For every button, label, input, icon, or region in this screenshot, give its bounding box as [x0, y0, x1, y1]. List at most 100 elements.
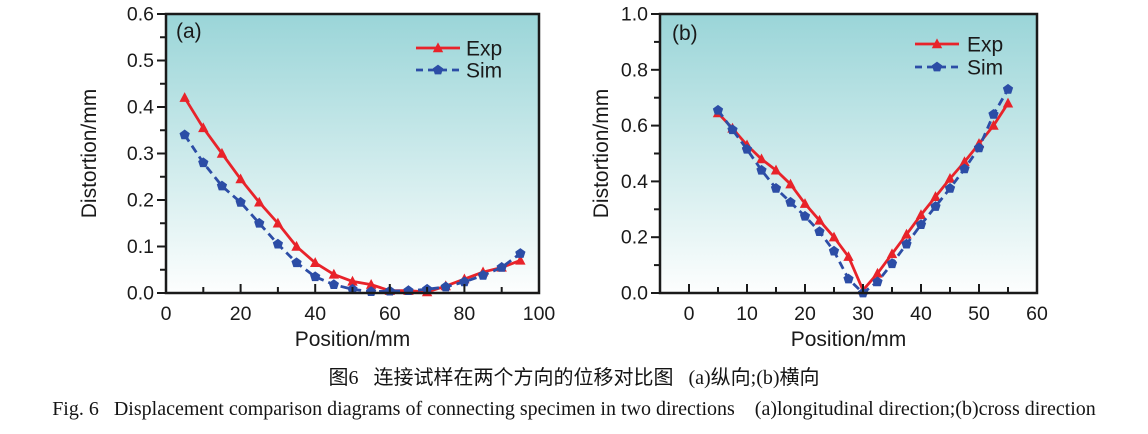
exp-marker [959, 156, 970, 167]
legend-exp-label: Exp [967, 34, 1003, 57]
x-axis-title: Position/mm [791, 328, 907, 351]
sim-marker [959, 163, 970, 174]
sim-marker [886, 258, 898, 269]
sim-marker [515, 248, 526, 258]
caption-english: Fig. 6 Displacement comparison diagrams … [52, 398, 1096, 420]
svg-text:0.3: 0.3 [127, 143, 154, 165]
exp-marker [756, 153, 767, 164]
sim-marker [712, 104, 724, 115]
exp-marker [872, 267, 883, 278]
sim-marker [310, 271, 321, 282]
sim-marker [901, 238, 912, 249]
sim-marker [235, 196, 246, 207]
chart-longitudinal: 0 20 40 60 80 100 0.0 0.1 0.2 0.3 0.4 0.5 0.6 Positio… [78, 4, 555, 352]
legend-exp-label: Exp [466, 38, 502, 61]
sim-marker [198, 157, 209, 168]
exp-marker [272, 217, 284, 228]
exp-marker [515, 254, 526, 265]
exp-marker [930, 191, 941, 201]
svg-text:0: 0 [161, 303, 172, 325]
legend-sim-label: Sim [967, 57, 1003, 80]
y-tick-labels: 0.0 0.2 0.4 0.6 0.8 1.0 [621, 4, 648, 305]
exp-marker [799, 198, 811, 208]
exp-marker [310, 257, 321, 267]
sim-marker [843, 273, 854, 284]
exp-marker [291, 240, 302, 251]
plot-border [658, 12, 1039, 295]
axis-ticks [157, 13, 540, 294]
sim-marker [459, 276, 470, 287]
panel-label: (b) [672, 22, 698, 45]
sim-marker [1002, 83, 1014, 94]
exp-marker [1002, 97, 1014, 108]
sim-marker [814, 226, 825, 236]
sim-marker [496, 262, 507, 272]
svg-text:0.4: 0.4 [621, 171, 648, 193]
x-tick-labels: 0 10 20 30 40 50 60 [684, 303, 1048, 325]
exp-marker [235, 173, 246, 184]
svg-text:60: 60 [1026, 303, 1048, 325]
chart-cross: 0 10 20 30 40 50 60 0.0 0.2 0.4 0.6 0.8 1.0 Position/… [590, 4, 1048, 352]
sim-marker [179, 129, 190, 140]
svg-text:0.2: 0.2 [127, 190, 154, 212]
svg-text:40: 40 [910, 303, 932, 325]
caption-chinese: 图6 连接试样在两个方向的位移对比图 (a)纵向;(b)横向 [328, 367, 820, 389]
exp-marker [198, 122, 209, 133]
panel-label: (a) [176, 20, 202, 43]
sim-marker [785, 196, 796, 207]
svg-text:10: 10 [736, 303, 758, 325]
exp-marker [988, 120, 999, 130]
sim-marker [328, 279, 339, 289]
sim-marker [930, 201, 941, 211]
svg-text:1.0: 1.0 [621, 4, 648, 26]
svg-text:0.5: 0.5 [127, 50, 154, 72]
legend-sim-label: Sim [466, 60, 502, 83]
exp-marker [365, 279, 377, 289]
sim-marker [291, 257, 302, 268]
sim-marker [756, 164, 767, 175]
y-tick-labels: 0.0 0.1 0.2 0.3 0.4 0.5 0.6 [127, 4, 154, 305]
svg-text:0.0: 0.0 [127, 283, 154, 305]
sim-marker [770, 182, 782, 193]
sim-marker [254, 217, 265, 228]
y-axis-title: Distortion/mm [78, 89, 101, 219]
legend-sim-marker [432, 64, 444, 75]
plot-area [166, 14, 539, 293]
exp-marker [770, 164, 782, 175]
sim-marker [741, 143, 753, 154]
svg-text:60: 60 [379, 303, 401, 325]
exp-marker [216, 147, 228, 158]
exp-marker [944, 173, 956, 183]
sim-marker [799, 210, 811, 221]
exp-marker [814, 214, 825, 225]
sim-marker [440, 281, 451, 292]
sim-marker [988, 109, 999, 119]
y-axis-title: Distortion/mm [590, 89, 613, 219]
svg-text:80: 80 [454, 303, 476, 325]
plot-area [660, 14, 1037, 293]
svg-text:20: 20 [794, 303, 816, 325]
exp-marker [886, 248, 898, 259]
svg-text:0.8: 0.8 [621, 59, 648, 81]
axis-ticks [651, 13, 1038, 294]
exp-marker [915, 209, 927, 220]
legend-sim-marker [931, 61, 943, 72]
sim-marker [915, 219, 927, 230]
sim-marker [272, 238, 284, 249]
sim-marker [944, 182, 956, 193]
exp-marker [328, 268, 340, 279]
svg-text:20: 20 [230, 303, 252, 325]
svg-text:0.0: 0.0 [621, 283, 648, 305]
sim-marker [727, 124, 738, 135]
legend-exp-marker [432, 42, 444, 53]
svg-text:0.1: 0.1 [127, 236, 154, 258]
exp-marker [347, 275, 358, 286]
exp-marker [828, 231, 840, 242]
legend-exp-marker [931, 38, 943, 49]
svg-text:0.2: 0.2 [621, 227, 648, 249]
svg-text:0: 0 [684, 303, 695, 325]
x-axis-title: Position/mm [295, 328, 411, 351]
